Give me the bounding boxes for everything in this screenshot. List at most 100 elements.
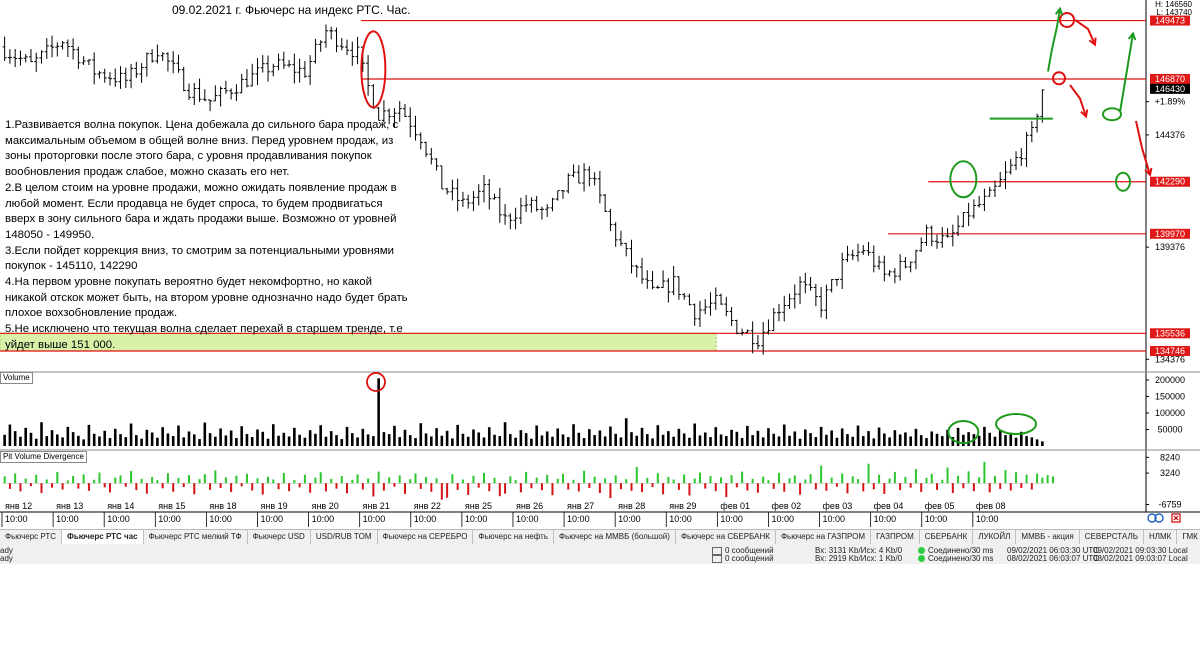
volume-bar [351, 433, 354, 446]
volume-bar [588, 429, 591, 446]
time-axis-date: янв 13 [56, 501, 83, 511]
volume-bar [503, 422, 507, 446]
divergence-bar [472, 475, 475, 484]
volume-bar [872, 438, 876, 446]
divergence-bar [546, 474, 549, 484]
chart-tab[interactable]: СЕВЕРСТАЛЬ [1080, 530, 1144, 544]
divergence-bar [856, 479, 859, 484]
divergence-bar [161, 483, 164, 489]
volume-bar [256, 429, 259, 446]
time-utc: 09/02/2021 06:03:30 UTC [1007, 546, 1100, 555]
divergence-bar [925, 477, 928, 484]
volume-bar [914, 428, 918, 446]
volume-bar [82, 439, 85, 446]
divergence-bar [746, 483, 749, 491]
volume-bar [98, 436, 101, 446]
chart-tab[interactable]: Фьючерс на ММВБ (большой) [554, 530, 676, 544]
time-axis-date: янв 26 [516, 501, 543, 511]
arrow-down-red [1074, 19, 1096, 46]
price-tag-box [1150, 15, 1190, 26]
volume-bar [551, 436, 554, 446]
chart-tab[interactable]: Фьючерс на ГАЗПРОМ [776, 530, 872, 544]
chart-tab[interactable]: Фьючерс USD [248, 530, 311, 544]
messages-status[interactable]: 0 сообщений [712, 546, 774, 555]
divergence-bar [272, 479, 275, 484]
divergence-bar [340, 476, 343, 484]
time-axis-time: 10:00 [874, 514, 897, 524]
chart-tab[interactable]: Фьючерс на СБЕРБАНК [676, 530, 776, 544]
chart-title: 09.02.2021 г. Фьючерс на индекс РТС. Час… [172, 3, 411, 17]
volume-bar [703, 432, 707, 446]
volume-bar [919, 435, 923, 446]
divergence-bar [451, 474, 454, 484]
price-tag-label: 135536 [1155, 328, 1185, 338]
volume-bar [788, 435, 791, 446]
divergence-bar [467, 483, 470, 495]
chart-tab[interactable]: СБЕРБАНК [920, 530, 974, 544]
divergence-bar [820, 465, 823, 484]
chart-tab[interactable]: ММВБ - акция [1016, 530, 1080, 544]
volume-bar [135, 435, 138, 446]
divergence-bar [978, 477, 981, 484]
chart-tab[interactable]: USD/RUB TOM [311, 530, 378, 544]
divergence-bar [98, 472, 101, 484]
time-axis-date: янв 14 [107, 501, 134, 511]
volume-bar [493, 434, 496, 446]
volume-bar [192, 434, 196, 446]
chart-tab[interactable]: Фьючерс РТС час [62, 530, 144, 544]
volume-bar [688, 437, 691, 446]
time-utc-2: 08/02/2021 06:03:07 UTC [1007, 554, 1100, 563]
volume-bar [445, 430, 449, 446]
highlight-circle-support [949, 160, 978, 199]
volume-bar [545, 431, 549, 446]
volume-bar [398, 437, 402, 446]
divergence-bar [108, 483, 111, 493]
divergence-bar [251, 483, 254, 491]
time-local: 09/02/2021 09:03:30 Local [1093, 546, 1188, 555]
volume-bar [556, 428, 560, 446]
divergence-bar [35, 474, 38, 484]
volume-bar [156, 437, 159, 446]
volume-panel-label: Volume [0, 372, 33, 384]
volume-bar [366, 434, 370, 446]
volume-bar [856, 425, 860, 446]
divergence-bar [388, 477, 391, 484]
price-tag-box [1150, 328, 1190, 339]
chart-tab[interactable]: НЛМК [1144, 530, 1178, 544]
chart-tab[interactable]: Фьючерс РТС [0, 530, 63, 544]
divergence-bar [245, 473, 248, 484]
chart-tab[interactable]: Фьючерс РТС мелкий ТФ [144, 530, 248, 544]
divergence-bar [330, 478, 333, 484]
price-tag-box [1150, 83, 1190, 94]
volume-bar [535, 425, 538, 446]
divergence-bar [235, 475, 238, 484]
chart-tab[interactable]: ЛУКОЙЛ [973, 530, 1017, 544]
chart-tab[interactable]: Фьючерс на нефть [473, 530, 554, 544]
volume-bar [1025, 436, 1028, 446]
envelope-icon [712, 546, 722, 555]
volume-bar [66, 426, 70, 446]
divergence-bar [788, 478, 791, 484]
chart-tab[interactable]: ГМК НорНикель [1177, 530, 1200, 544]
divergence-bar [1046, 475, 1049, 484]
volume-bar [756, 430, 760, 446]
divergence-bar [878, 474, 881, 484]
divergence-bar [82, 474, 85, 484]
volume-bar [730, 429, 733, 446]
price-axis-label: 139376 [1155, 242, 1185, 252]
status-ready-2: ady [0, 554, 13, 563]
chart-tab[interactable]: Фьючерс на СЕРЕБРО [378, 530, 474, 544]
volume-axis-label: 200000 [1155, 375, 1185, 385]
chart-tab[interactable]: ГАЗПРОМ [871, 530, 920, 544]
volume-bar [266, 438, 270, 446]
volume-bar [356, 437, 359, 446]
volume-bar [171, 436, 175, 446]
volume-bar [214, 436, 217, 446]
divergence-bar [793, 475, 796, 484]
divergence-bar [14, 473, 17, 484]
divergence-bar [440, 483, 443, 500]
low-readout: L: 143740 [1156, 8, 1192, 17]
divergence-bar [635, 466, 638, 484]
time-axis-time: 10:00 [720, 514, 743, 524]
